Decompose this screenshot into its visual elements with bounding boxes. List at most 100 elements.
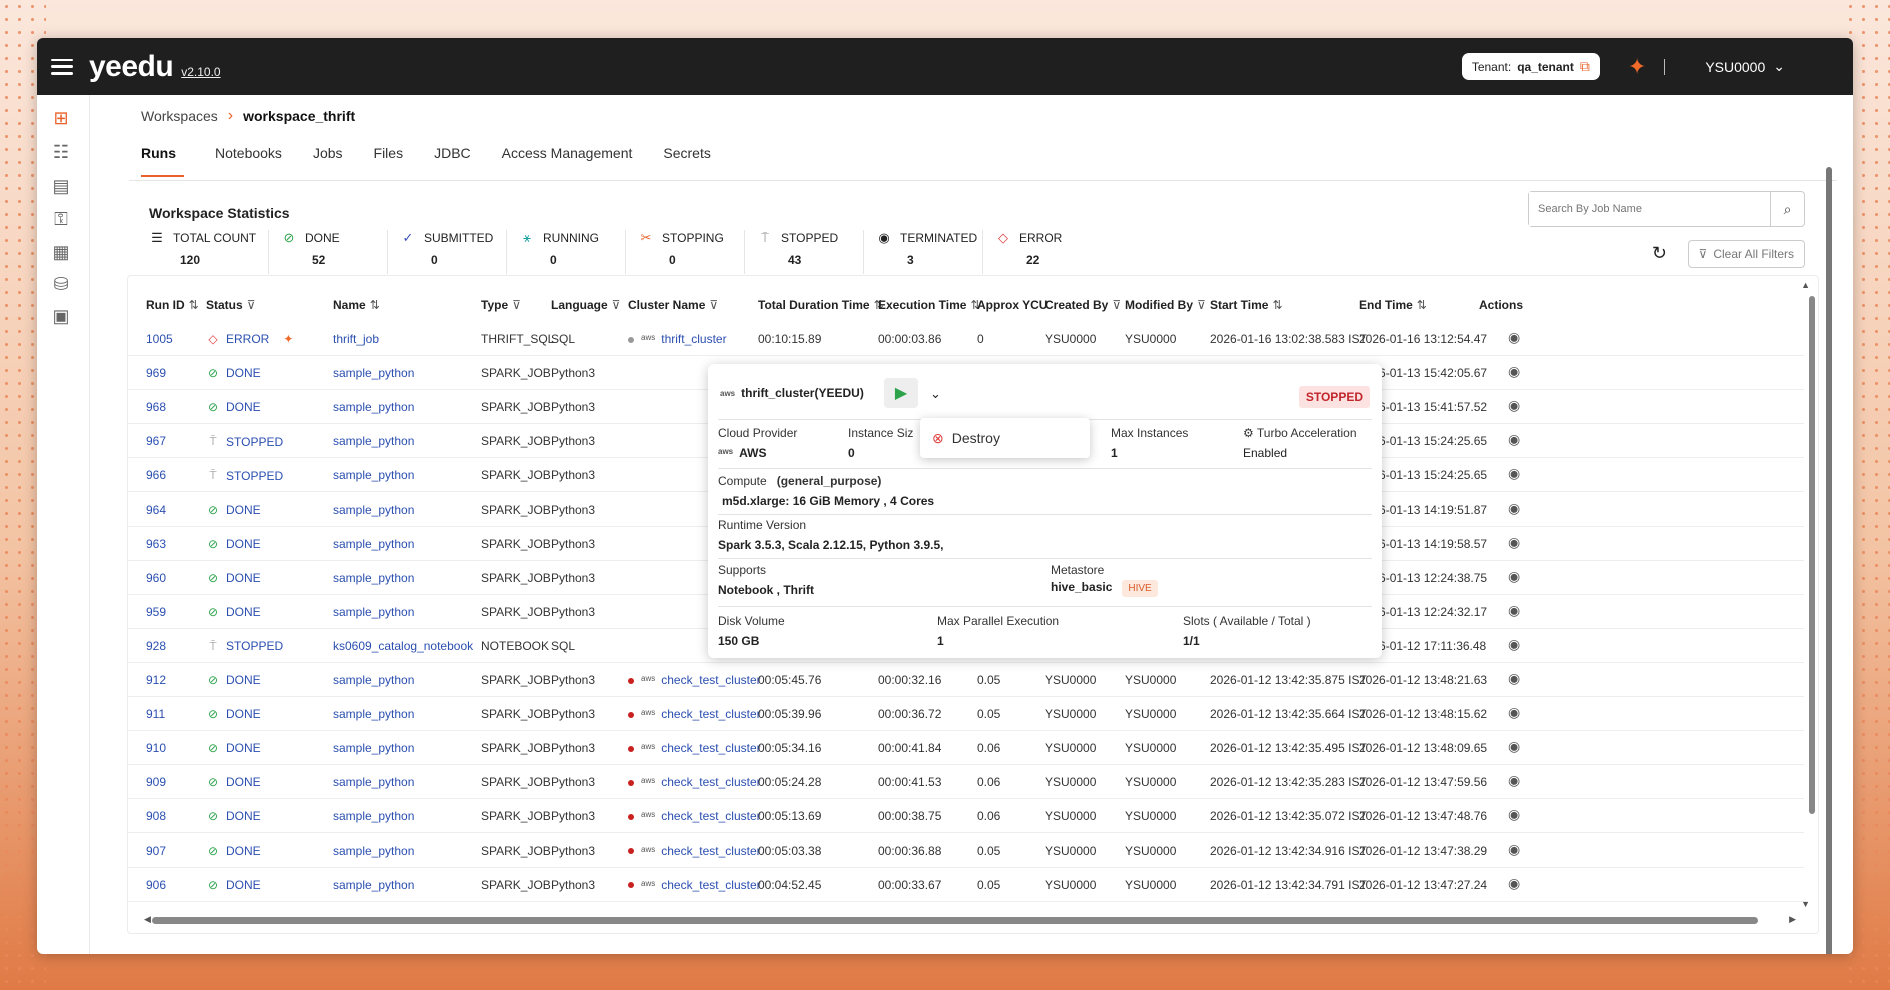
version-link[interactable]: v2.10.0 [181,64,221,79]
run-id-link[interactable]: 908 [146,809,167,824]
stop-run-icon[interactable]: ◉ [1508,635,1521,652]
col-start-time[interactable]: Start Time ⇅ [1210,298,1283,312]
col-approx-ycu[interactable]: Approx YCU [977,298,1048,312]
stop-run-icon[interactable]: ◉ [1508,840,1521,857]
run-id-link[interactable]: 907 [146,843,167,858]
stop-run-icon[interactable]: ◉ [1508,431,1521,448]
cluster-icon[interactable]: ☷ [52,142,70,162]
page-vertical-scrollbar[interactable] [1825,155,1833,954]
job-name-link[interactable]: sample_python [333,809,415,824]
table-row[interactable]: 912 ⊘ DONE sample_python SPARK_JOB Python3 aws… [128,663,1804,697]
job-name-link[interactable]: sample_python [333,775,415,790]
scroll-down-icon[interactable]: ▼ [1801,899,1810,909]
tab-secrets[interactable]: Secrets [663,145,711,161]
run-id-link[interactable]: 911 [146,707,166,722]
col-language[interactable]: Language ⊽ [551,298,621,312]
col-total-duration[interactable]: Total Duration Time ⇅ [758,298,884,312]
job-name-link[interactable]: sample_python [333,877,415,892]
col-created-by[interactable]: Created By ⊽ [1045,298,1122,312]
job-name-link[interactable]: sample_python [333,366,415,381]
cluster-name-link[interactable]: check_test_cluster [661,707,761,722]
clear-filters-button[interactable]: ⊽ Clear All Filters [1687,240,1805,268]
sparkle-icon[interactable]: ✦ [1627,53,1647,79]
workspace-icon[interactable]: ⊞ [53,108,69,128]
job-name-link[interactable]: sample_python [333,434,415,449]
cluster-name-link[interactable]: check_test_cluster [661,843,761,858]
col-name[interactable]: Name ⇅ [333,298,380,312]
tab-access-management[interactable]: Access Management [501,145,633,161]
scroll-left-icon[interactable]: ◀ [144,914,151,924]
run-id-link[interactable]: 960 [146,570,167,585]
job-name-link[interactable]: sample_python [333,843,415,858]
table-vertical-scrollbar[interactable] [1808,286,1816,886]
job-name-link[interactable]: sample_python [333,673,415,687]
table-horizontal-scrollbar[interactable] [142,915,1788,925]
cluster-name-link[interactable]: check_test_cluster [661,809,761,824]
run-id-link[interactable]: 966 [146,468,167,483]
job-name-link[interactable]: sample_python [333,604,415,619]
stop-run-icon[interactable]: ◉ [1508,806,1521,823]
job-name-link[interactable]: sample_python [333,502,415,517]
key-icon[interactable]: ⚿ [54,209,68,229]
run-id-link[interactable]: 969 [146,366,167,381]
tab-jdbc[interactable]: JDBC [434,145,471,161]
table-row[interactable]: 909 ⊘ DONE sample_python SPARK_JOB Python3 aws… [128,765,1804,800]
col-modified-by[interactable]: Modified By ⊽ [1125,298,1206,312]
tenant-selector[interactable]: Tenant: qa_tenant ⧉ [1461,53,1600,80]
cluster-name-link[interactable]: check_test_cluster [661,673,761,687]
table-row[interactable]: 907 ⊘ DONE sample_python SPARK_JOB Python3 aws… [128,834,1804,868]
chevron-down-icon[interactable]: ⌄ [930,386,941,401]
stop-run-icon[interactable]: ◉ [1508,601,1521,618]
job-name-link[interactable]: sample_python [333,707,415,722]
stop-run-icon[interactable]: ◉ [1508,397,1521,414]
col-cluster-name[interactable]: Cluster Name ⊽ [628,298,719,312]
job-name-link[interactable]: sample_python [333,468,415,483]
scroll-right-icon[interactable]: ▶ [1789,914,1796,924]
report-icon[interactable]: ▦ [52,242,70,262]
database-icon[interactable]: ⛁ [53,274,69,294]
col-end-time[interactable]: End Time ⇅ [1359,298,1427,312]
cluster-name-link[interactable]: check_test_cluster [661,877,761,892]
run-id-link[interactable]: 928 [146,638,167,653]
cluster-name-link[interactable]: check_test_cluster [661,775,761,790]
tab-jobs[interactable]: Jobs [312,145,343,161]
cluster-name-link[interactable]: check_test_cluster [661,741,761,756]
stop-run-icon[interactable]: ◉ [1508,499,1521,516]
job-icon[interactable]: ▤ [52,176,70,196]
col-type[interactable]: Type ⊽ [481,298,521,312]
menu-icon[interactable] [51,58,73,75]
job-name-link[interactable]: thrift_job [333,332,380,346]
table-row[interactable]: 911 ⊘ DONE sample_python SPARK_JOB Python3 aws… [128,697,1804,732]
col-run-id[interactable]: Run ID ⇅ [146,298,199,312]
job-name-link[interactable]: ks0609_catalog_notebook [333,638,474,653]
notes-icon[interactable]: ▣ [52,306,70,326]
stop-run-icon[interactable]: ◉ [1508,533,1521,550]
stop-run-icon[interactable]: ◉ [1508,874,1521,891]
table-row[interactable]: 910 ⊘ DONE sample_python SPARK_JOB Python3 aws… [128,731,1804,766]
job-name-link[interactable]: sample_python [333,400,415,415]
stop-run-icon[interactable]: ◉ [1508,567,1521,584]
job-name-link[interactable]: sample_python [333,741,415,756]
user-menu[interactable]: YSU0000 ⌄ [1705,58,1785,75]
job-name-link[interactable]: sample_python [333,570,415,585]
stop-run-icon[interactable]: ◉ [1508,465,1521,482]
run-id-link[interactable]: 910 [146,741,167,756]
search-input[interactable] [1529,192,1770,226]
stop-run-icon[interactable]: ◉ [1508,704,1521,721]
stop-run-icon[interactable]: ◉ [1508,772,1521,789]
start-cluster-button[interactable]: ▶ [884,378,918,408]
cluster-name-link[interactable]: thrift_cluster [661,332,727,346]
scroll-up-icon[interactable]: ▲ [1801,280,1810,290]
sparkle-icon[interactable]: ✦ [283,332,294,346]
stop-run-icon[interactable]: ◉ [1508,738,1521,755]
stop-run-icon[interactable]: ◉ [1508,363,1521,380]
destroy-menu-item[interactable]: Destroy [951,430,1000,446]
stop-run-icon[interactable]: ◉ [1508,329,1521,345]
table-row[interactable]: 906 ⊘ DONE sample_python SPARK_JOB Python3 aws… [128,868,1804,902]
run-id-link[interactable]: 963 [146,536,167,551]
table-row[interactable]: 908 ⊘ DONE sample_python SPARK_JOB Python3 aws… [128,799,1804,834]
col-execution-time[interactable]: Execution Time ⇅ [878,298,981,312]
tab-notebooks[interactable]: Notebooks [215,145,282,161]
run-id-link[interactable]: 906 [146,877,167,892]
refresh-icon[interactable]: ↻ [1651,243,1667,263]
